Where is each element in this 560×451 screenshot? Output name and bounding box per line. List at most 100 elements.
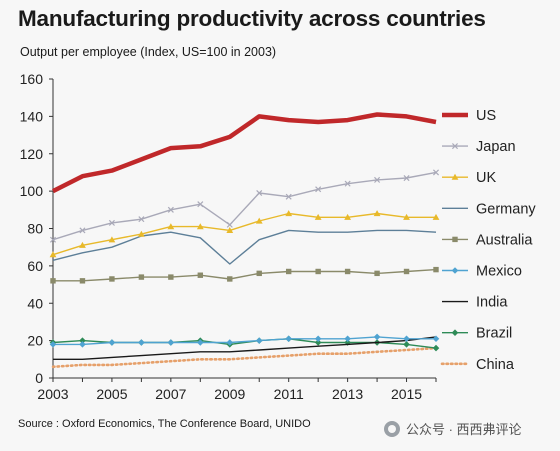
legend-item-mexico: Mexico — [442, 264, 522, 280]
data-point-japan — [432, 169, 440, 176]
x-tick-label: 2011 — [274, 386, 304, 402]
series-india — [53, 336, 437, 360]
data-point-uk — [196, 223, 204, 230]
data-point-australia — [285, 268, 292, 275]
data-point-mexico — [255, 337, 263, 344]
y-tick-label: 0 — [35, 370, 43, 386]
data-point-australia — [50, 278, 56, 284]
y-tick-label: 80 — [27, 221, 43, 237]
legend-item-germany: Germany — [442, 201, 536, 217]
axes: 0 20 40 60 80 100 120 140 160 2003 2005 2007 2009 201… — [20, 71, 437, 402]
legend-marker — [451, 173, 459, 180]
legend-marker — [451, 143, 459, 150]
data-point-uk — [285, 210, 293, 217]
series-japan — [49, 169, 440, 243]
wechat-icon — [384, 420, 400, 437]
data-point-australia — [79, 278, 86, 284]
series-us — [51, 112, 437, 194]
legend-item-china: China — [440, 357, 515, 373]
series-line-australia — [53, 268, 437, 282]
data-point-australia — [433, 266, 439, 273]
series-australia — [50, 266, 439, 284]
data-point-brazil — [314, 339, 322, 346]
legend-label: China — [476, 357, 515, 373]
watermark: 公众号 · 西西弗评论 — [384, 419, 522, 438]
legend-item-us: US — [442, 108, 496, 124]
legend-marker — [452, 236, 458, 243]
data-point-mexico — [432, 335, 440, 343]
data-point-uk — [314, 213, 322, 220]
data-point-brazil — [403, 341, 410, 348]
data-point-mexico — [167, 339, 175, 346]
data-point-japan — [285, 193, 292, 200]
y-tick-label: 120 — [20, 146, 44, 162]
data-point-japan — [256, 189, 263, 197]
data-point-brazil — [344, 339, 351, 346]
data-point-mexico — [138, 339, 145, 346]
legend-item-india: India — [442, 295, 508, 311]
data-point-japan — [374, 176, 381, 183]
data-point-mexico — [373, 333, 381, 341]
legend-item-uk: UK — [442, 170, 496, 186]
data-point-mexico — [197, 339, 204, 346]
data-point-uk — [108, 236, 116, 243]
x-tick-label: 2013 — [332, 386, 363, 402]
data-point-australia — [403, 268, 410, 275]
series-mexico — [49, 333, 440, 348]
data-point-japan — [315, 186, 322, 193]
data-point-japan — [403, 175, 410, 182]
data-point-japan — [167, 206, 174, 213]
data-point-australia — [138, 274, 145, 280]
data-point-uk — [403, 213, 410, 220]
legend-marker — [451, 329, 459, 336]
data-point-mexico — [79, 341, 86, 348]
legend: US Japan UK Germany Australia Mexico India Braz… — [440, 108, 536, 373]
y-tick-label: 140 — [20, 108, 44, 124]
legend-label: Japan — [476, 139, 516, 155]
plot-area — [49, 112, 440, 369]
data-point-uk — [226, 226, 234, 233]
chart-subtitle: Output per employee (Index, US=100 in 20… — [20, 45, 277, 59]
series-uk — [49, 210, 440, 258]
data-point-uk — [344, 213, 352, 220]
data-point-uk — [79, 241, 86, 248]
series-line-us — [51, 112, 437, 194]
data-point-japan — [79, 227, 86, 234]
data-point-japan — [108, 219, 115, 226]
series-line-germany — [52, 229, 437, 265]
data-point-australia — [256, 270, 262, 277]
data-point-uk — [255, 217, 263, 224]
series-germany — [52, 229, 437, 265]
legend-item-australia: Australia — [442, 232, 533, 248]
y-tick-label: 40 — [27, 295, 43, 311]
data-point-mexico — [314, 335, 322, 343]
legend-label: UK — [476, 170, 496, 186]
series-line-mexico — [53, 336, 436, 346]
data-point-japan — [197, 201, 204, 208]
series-line-japan — [52, 171, 437, 241]
data-point-uk — [432, 213, 440, 220]
y-tick-label: 160 — [20, 71, 44, 87]
watermark-text: 公众号 · 西西弗评论 — [406, 422, 522, 437]
data-point-mexico — [403, 335, 410, 343]
data-point-japan — [49, 236, 57, 243]
data-point-australia — [197, 272, 204, 278]
y-tick-label: 60 — [27, 258, 43, 274]
data-point-uk — [167, 223, 175, 230]
x-tick-label: 2015 — [391, 386, 422, 402]
data-point-uk — [49, 251, 57, 258]
data-point-mexico — [344, 335, 351, 343]
data-point-mexico — [285, 335, 292, 343]
legend-label: Mexico — [476, 264, 522, 280]
series-line-china — [51, 346, 438, 369]
legend-label: Germany — [476, 201, 536, 217]
data-point-mexico — [49, 341, 57, 348]
legend-item-japan: Japan — [442, 139, 516, 155]
x-tick-label: 2007 — [155, 386, 186, 402]
legend-marker — [451, 267, 459, 274]
data-point-australia — [344, 268, 351, 275]
x-tick-label: 2005 — [96, 386, 127, 402]
legend-label: US — [476, 108, 496, 124]
x-tick-label: 2009 — [214, 386, 245, 402]
